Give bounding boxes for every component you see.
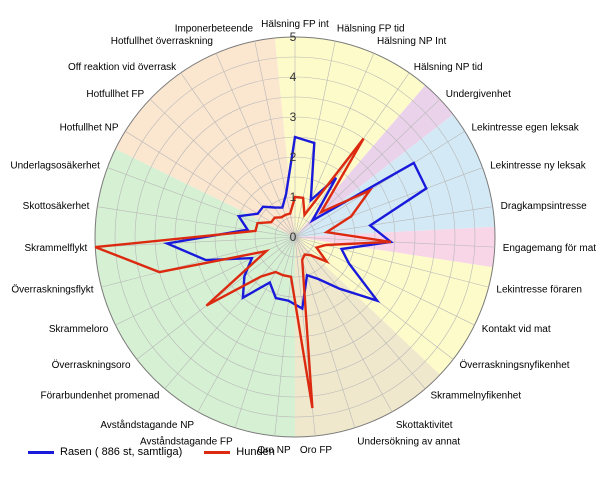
category-label-11: Överraskningsnyfikenhet — [460, 359, 570, 371]
grid-spoke-27 — [149, 98, 296, 238]
grid-spoke-5 — [294, 130, 465, 238]
category-label-10: Kontakt vid mat — [482, 324, 551, 335]
category-label-29: Hotfullhet överraskning — [111, 36, 213, 47]
category-label-27: Hotfullhet FP — [86, 89, 144, 100]
legend-swatch-dog — [204, 450, 231, 454]
category-label-23: Skrammelflykt — [25, 243, 88, 254]
grid-spoke-19 — [164, 236, 296, 389]
radial-tick-labels: 0 1 2 3 4 5 — [290, 30, 297, 244]
category-label-6: Lekintresse ny leksak — [490, 160, 587, 171]
legend-item-dog: Hunden — [204, 446, 275, 458]
grid-spoke-23 — [95, 236, 296, 248]
tick-label-2: 2 — [290, 150, 297, 164]
category-label-16: Oro NP — [257, 445, 291, 456]
legend-label-dog: Hunden — [236, 446, 275, 458]
tick-label-0: 0 — [290, 230, 297, 244]
grid-spoke-8 — [294, 236, 495, 248]
tick-label-5: 5 — [290, 30, 297, 44]
category-label-9: Lekintresse föraren — [496, 285, 582, 296]
category-label-7: Dragkampsintresse — [501, 201, 588, 212]
grid-spoke-14 — [294, 236, 356, 428]
tick-label-1: 1 — [290, 190, 297, 204]
legend-item-breed: Rasen ( 886 st, samtliga) — [28, 446, 182, 458]
grid-spoke-12 — [294, 236, 426, 389]
category-label-17: Avståndstagande FP — [140, 436, 233, 448]
category-label-4: Undergivenhet — [446, 89, 511, 100]
series-line-1 — [94, 137, 392, 409]
grid-spoke-22 — [101, 236, 296, 288]
grid-spoke-25 — [107, 167, 296, 238]
category-label-18: Avståndstagande NP — [100, 419, 194, 431]
legend: Rasen ( 886 st, samtliga) Hunden — [28, 446, 275, 458]
grid-spoke-28 — [180, 72, 296, 238]
series-lines — [94, 135, 428, 409]
grid-spoke-16 — [274, 236, 296, 437]
grid-spoke-10 — [294, 236, 475, 326]
grid-spoke-26 — [125, 130, 296, 238]
category-label-3: Hälsning NP tid — [414, 62, 483, 73]
category-label-5: Lekintresse egen leksak — [472, 123, 580, 134]
category-label-28: Off reaktion vid överrask — [68, 62, 177, 73]
category-label-26: Hotfullhet NP — [60, 123, 119, 134]
category-sector-5 — [295, 237, 440, 437]
tick-label-4: 4 — [290, 70, 297, 84]
grid-spoke-1 — [294, 41, 336, 238]
category-sector-6 — [95, 148, 296, 437]
category-label-20: Överraskningsoro — [52, 359, 131, 371]
grid-spoke-2 — [294, 53, 375, 238]
grid-spoke-30 — [254, 41, 296, 238]
category-label-8: Engagemang för mat — [503, 243, 597, 254]
category-label-2: Hälsning NP Int — [377, 36, 447, 47]
category-label-15: Oro FP — [300, 445, 333, 456]
category-label-24: Skottosäkerhet — [23, 201, 90, 212]
category-label-0: Hälsning FP int — [261, 19, 329, 30]
grid-spoke-24 — [97, 206, 296, 238]
category-label-13: Skottaktivitet — [396, 420, 453, 431]
category-labels: Hälsning FP int Hälsning FP tid Hälsning N… — [10, 19, 596, 456]
category-sector-2 — [295, 114, 495, 237]
grid-spoke-18 — [197, 236, 296, 413]
grid-spoke-13 — [294, 236, 393, 413]
category-sector-7 — [115, 38, 296, 237]
category-label-25: Underlagsosäkerhet — [10, 160, 100, 171]
category-label-22: Överraskningsflykt — [11, 284, 93, 296]
tick-label-3: 3 — [290, 110, 297, 124]
legend-swatch-breed — [28, 450, 54, 454]
grid-spoke-6 — [294, 167, 483, 238]
category-label-21: Skrammeloro — [49, 324, 109, 335]
category-label-30: Imponerbeteende — [175, 23, 254, 34]
category-sector-3 — [295, 226, 495, 268]
legend-label-breed: Rasen ( 886 st, samtliga) — [60, 446, 183, 458]
category-label-19: Förarbundenhet promenad — [41, 390, 160, 401]
category-label-12: Skrammelnyfikenhet — [431, 390, 522, 401]
category-label-1: Hälsning FP tid — [337, 23, 405, 34]
category-label-14: Undersökning av annat — [357, 437, 460, 448]
grid-spoke-17 — [234, 236, 296, 428]
